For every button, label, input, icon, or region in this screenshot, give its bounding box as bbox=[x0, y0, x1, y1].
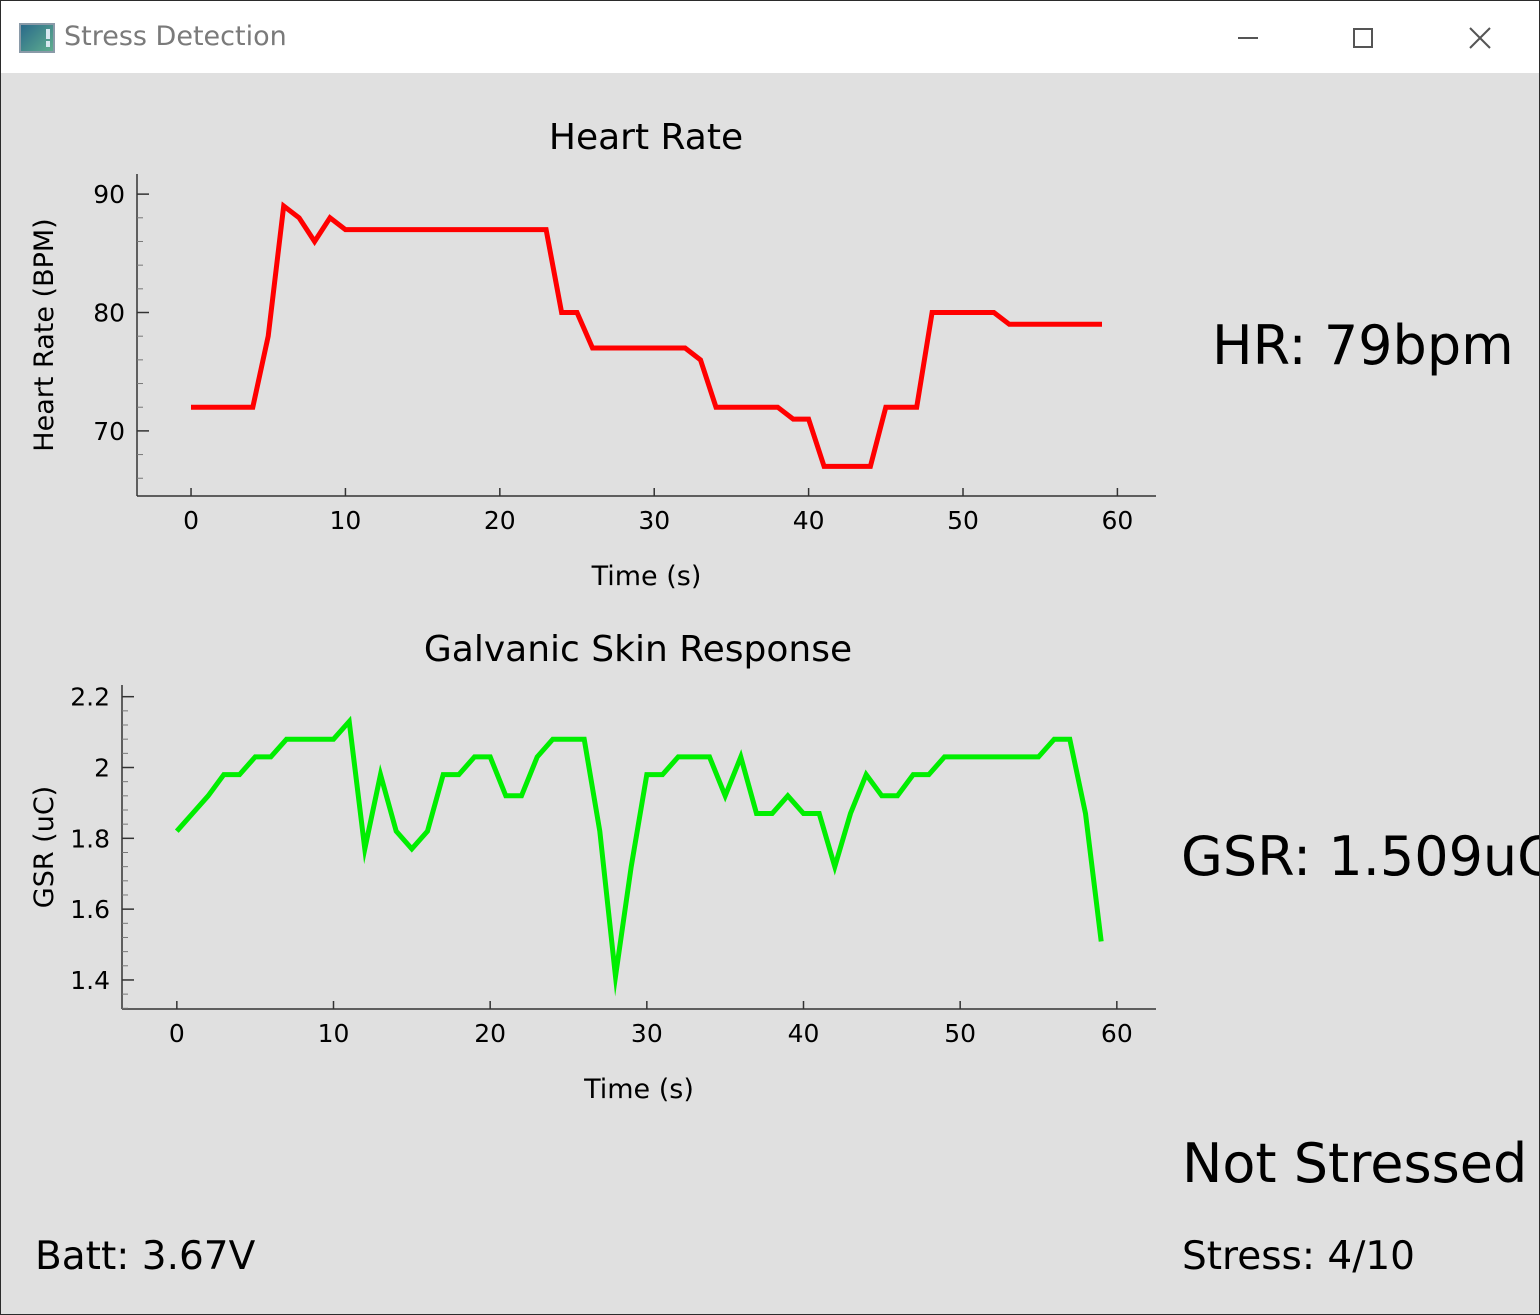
maximize-button[interactable] bbox=[1308, 1, 1418, 73]
gsr-series-line bbox=[174, 715, 1104, 997]
gsr-x-tick-label: 50 bbox=[944, 1019, 976, 1048]
gsr-x-axis-label: Time (s) bbox=[583, 1074, 694, 1105]
close-button[interactable] bbox=[1425, 1, 1535, 73]
stress-level: Stress: 4/10 bbox=[1182, 1234, 1415, 1279]
gsr-x-tick-label: 40 bbox=[788, 1019, 820, 1048]
hr-series-line bbox=[191, 201, 1102, 469]
window-title: Stress Detection bbox=[64, 21, 287, 52]
gsr-y-tick-label: 2 bbox=[94, 754, 110, 783]
hr-x-axis-label: Time (s) bbox=[591, 561, 702, 592]
hr-y-tick-label: 80 bbox=[93, 299, 125, 328]
hr-x-tick-label: 20 bbox=[484, 506, 516, 535]
hr-y-tick-label: 90 bbox=[93, 180, 125, 209]
app-icon bbox=[19, 23, 55, 53]
hr-y-axis-label: Heart Rate (BPM) bbox=[29, 218, 60, 451]
gsr-y-axis-label: GSR (uC) bbox=[29, 786, 60, 908]
minimize-button[interactable] bbox=[1193, 1, 1303, 73]
gsr-x-tick-label: 0 bbox=[169, 1019, 185, 1048]
gsr-x-tick-label: 60 bbox=[1101, 1019, 1133, 1048]
gsr-y-tick-label: 1.8 bbox=[70, 824, 110, 853]
gsr-chart-title: Galvanic Skin Response bbox=[424, 629, 852, 670]
battery-voltage: Batt: 3.67V bbox=[35, 1234, 256, 1279]
gsr-y-tick-label: 1.6 bbox=[70, 895, 110, 924]
title-bar[interactable]: Stress Detection bbox=[1, 1, 1539, 73]
gsr-y-tick-label: 2.2 bbox=[70, 683, 110, 712]
gsr-y-tick-label: 1.4 bbox=[70, 966, 110, 995]
gsr-readout: GSR: 1.509uC bbox=[1181, 825, 1540, 888]
gsr-chart: Galvanic Skin Response 0 10 20 30 40 50 60 1.4 1.… bbox=[29, 629, 1156, 1105]
hr-x-tick-label: 0 bbox=[183, 506, 199, 535]
hr-x-tick-label: 60 bbox=[1101, 506, 1133, 535]
hr-x-tick-label: 40 bbox=[793, 506, 825, 535]
hr-x-tick-label: 30 bbox=[638, 506, 670, 535]
heart-rate-chart: Heart Rate 0 10 20 30 40 50 60 70 80 90 Time (s) Hea… bbox=[29, 117, 1156, 592]
stress-state: Not Stressed bbox=[1182, 1132, 1528, 1195]
hr-y-tick-label: 70 bbox=[93, 417, 125, 446]
close-icon bbox=[1469, 27, 1491, 49]
minimize-icon bbox=[1238, 37, 1258, 39]
hr-x-tick-label: 10 bbox=[330, 506, 362, 535]
gsr-x-tick-label: 10 bbox=[318, 1019, 350, 1048]
hr-chart-title: Heart Rate bbox=[549, 117, 743, 158]
hr-x-tick-label: 50 bbox=[947, 506, 979, 535]
gsr-x-tick-label: 30 bbox=[631, 1019, 663, 1048]
hr-readout: HR: 79bpm bbox=[1212, 314, 1514, 377]
maximize-icon bbox=[1353, 28, 1373, 48]
gsr-x-tick-label: 20 bbox=[474, 1019, 506, 1048]
